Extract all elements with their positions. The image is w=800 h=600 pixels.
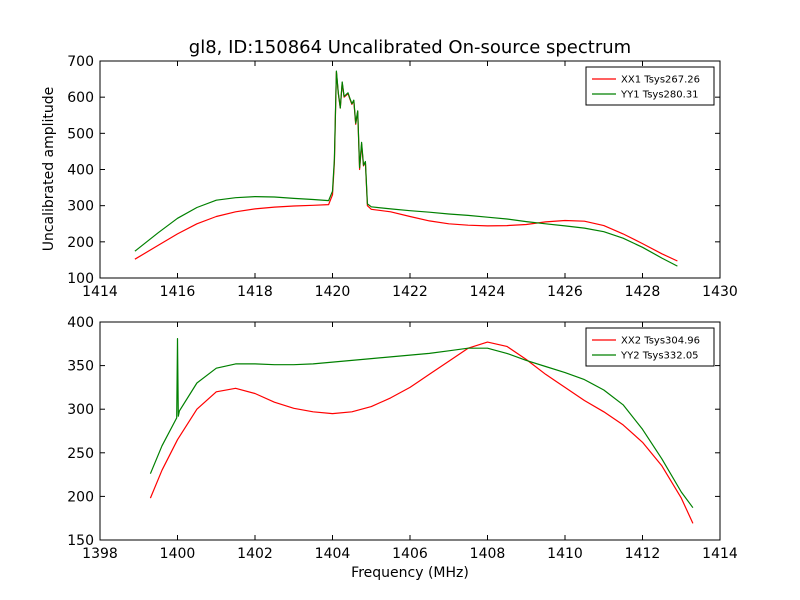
y-axis-label: Uncalibrated amplitude: [41, 87, 57, 252]
y-tick-label: 300: [67, 199, 94, 215]
x-tick-label: 1400: [160, 546, 196, 562]
chart-title: gl8, ID:150864 Uncalibrated On-source sp…: [189, 37, 631, 58]
y-tick-label: 300: [67, 402, 94, 418]
legend-label: XX2 Tsys304.96: [621, 336, 700, 347]
series-line-1-1: [134, 71, 678, 262]
legend-box: [585, 66, 715, 106]
y-tick-label: 150: [67, 533, 94, 549]
legend-box: [585, 327, 715, 367]
y-tick-label: 200: [67, 235, 94, 251]
y-tick-label: 700: [67, 54, 94, 70]
x-tick-label: 1414: [702, 546, 738, 562]
x-tick-label: 1410: [547, 546, 583, 562]
x-tick-label: 1426: [547, 284, 583, 300]
x-tick-label: 1418: [237, 284, 273, 300]
bottom-panel: 1398 1400 1402 1404 1406 1408 1410 1412 1414 150 2…: [67, 315, 738, 562]
y-tick-label: 400: [67, 315, 94, 331]
series-line-1-2: [134, 70, 678, 267]
top-panel: 1414 1416 1418 1420 1422 1424 1426 1428 1430 100 2…: [67, 54, 738, 300]
x-tick-label: 1422: [392, 284, 428, 300]
x-tick-label: 1408: [470, 546, 506, 562]
x-tick-label: 1402: [237, 546, 273, 562]
x-tick-label: 1430: [702, 284, 738, 300]
x-tick-label: 1420: [315, 284, 351, 300]
x-tick-label: 1404: [315, 546, 351, 562]
x-tick-label: 1416: [160, 284, 196, 300]
x-tick-label: 1398: [82, 546, 118, 562]
x-tick-label: 1424: [470, 284, 506, 300]
legend: XX2 Tsys304.96 YY2 Tsys332.05: [585, 327, 715, 367]
legend-label: YY1 Tsys280.31: [620, 90, 699, 101]
x-tick-label: 1428: [625, 284, 661, 300]
x-axis-label: Frequency (MHz): [351, 565, 469, 581]
legend-label: YY2 Tsys332.05: [620, 351, 699, 362]
legend-label: XX1 Tsys267.26: [621, 75, 700, 86]
y-tick-label: 200: [67, 489, 94, 505]
x-tick-label: 1412: [625, 546, 661, 562]
y-tick-label: 400: [67, 163, 94, 179]
y-tick-label: 350: [67, 359, 94, 375]
y-tick-label: 250: [67, 446, 94, 462]
x-tick-label: 1414: [82, 284, 118, 300]
series-line-2-2: [149, 338, 694, 509]
y-tick-label: 500: [67, 126, 94, 142]
x-tick-label: 1406: [392, 546, 428, 562]
series-line-2-1: [149, 341, 694, 524]
y-tick-label: 100: [67, 271, 94, 287]
legend: XX1 Tsys267.26 YY1 Tsys280.31: [585, 66, 715, 106]
y-tick-label: 600: [67, 90, 94, 106]
